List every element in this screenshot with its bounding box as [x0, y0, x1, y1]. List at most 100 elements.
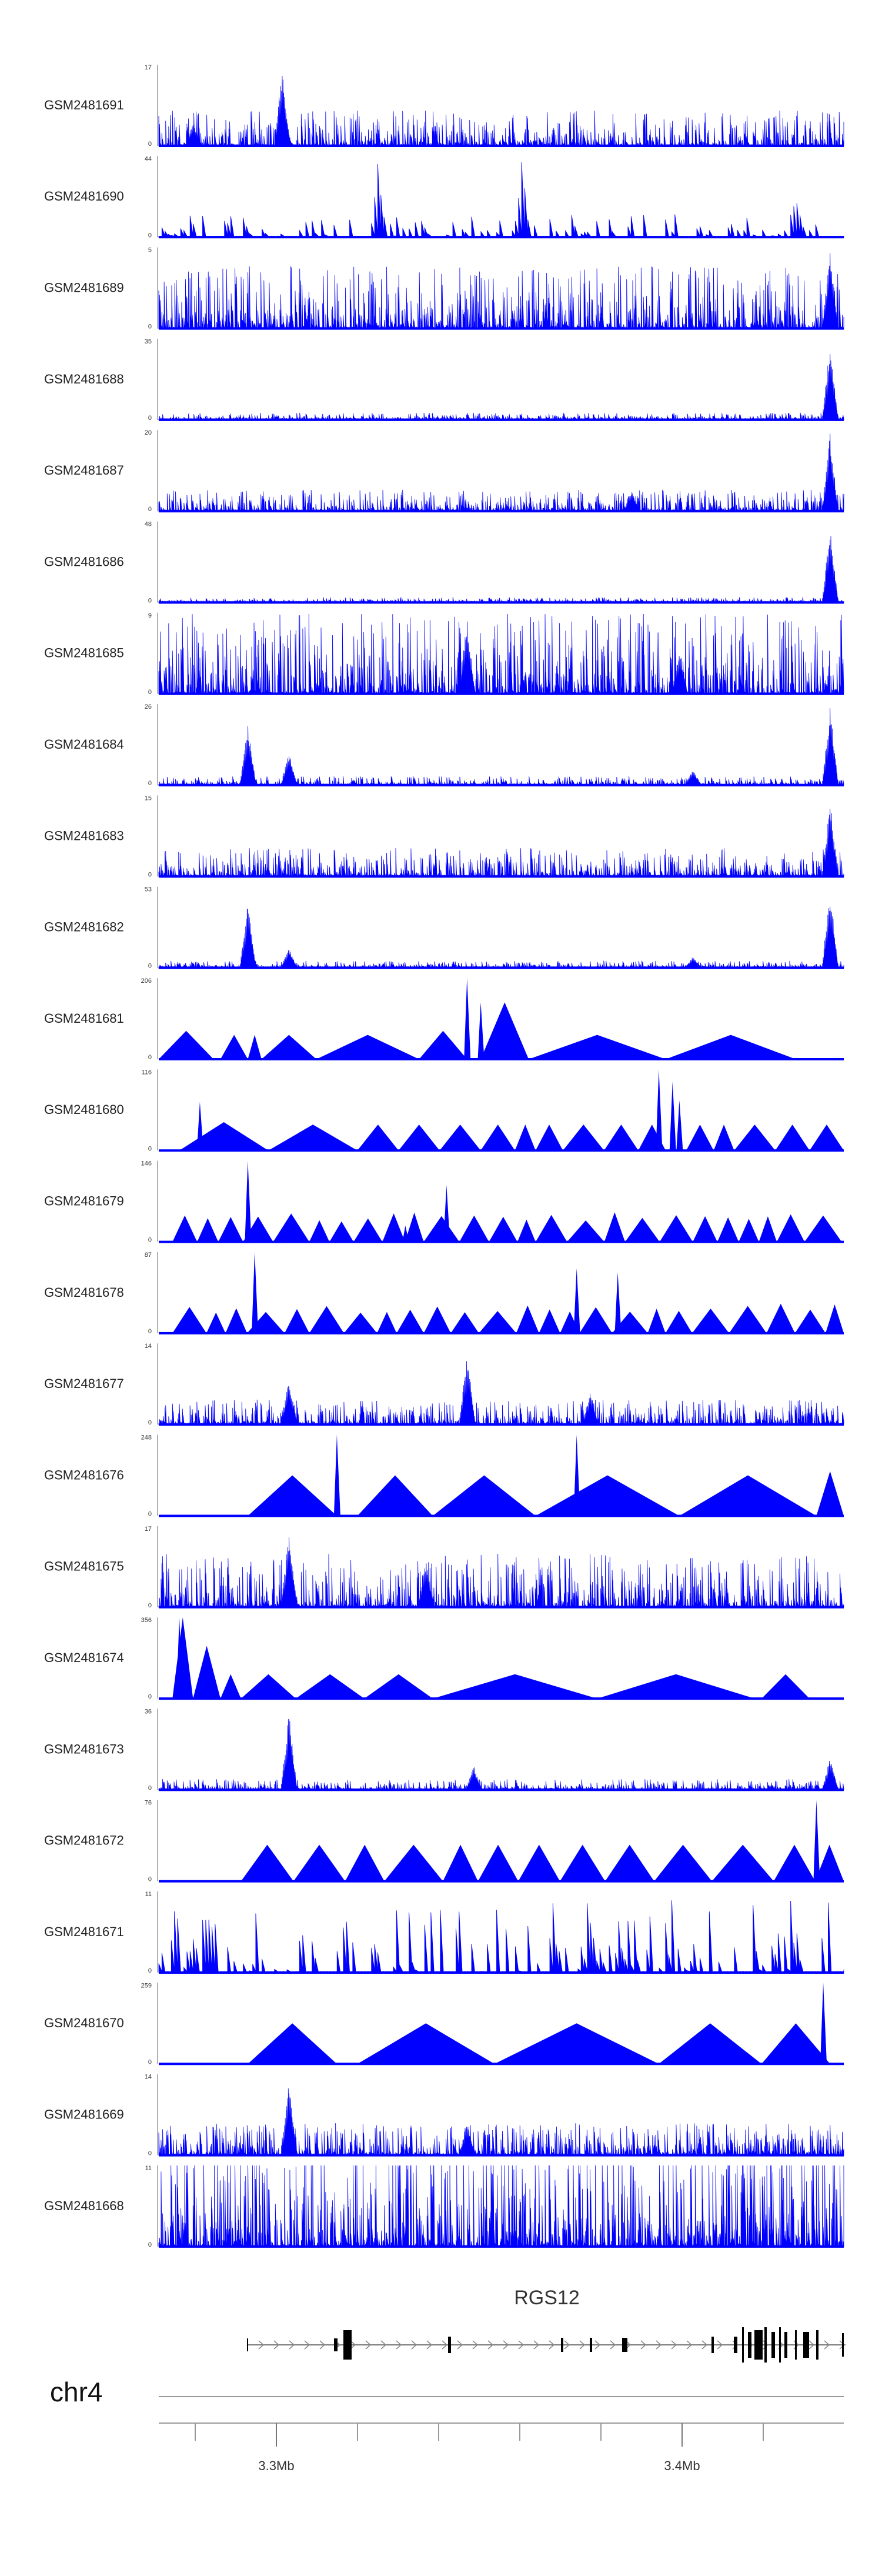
track-segment — [713, 1125, 734, 1151]
track-segment — [761, 1674, 810, 1699]
track-signal — [158, 708, 844, 786]
track-max-label: 11 — [145, 1891, 152, 1898]
track-GSM2481668: GSM2481668 11 0 — [44, 2165, 844, 2248]
track-peak — [333, 1434, 340, 1516]
gene-exon — [784, 2332, 787, 2358]
strand-arrow-icon — [380, 2340, 387, 2350]
track-segment — [604, 1125, 639, 1151]
track-segment — [659, 1215, 693, 1242]
gene-exon — [842, 2333, 844, 2357]
track-min-label: 0 — [148, 141, 152, 148]
track-min-label: 0 — [148, 232, 152, 239]
track-segment — [516, 1305, 539, 1333]
track-segment — [218, 1217, 243, 1242]
track-max-label: 248 — [141, 1434, 152, 1442]
track-segment — [480, 1125, 515, 1151]
track-label: GSM2481670 — [44, 2016, 124, 2030]
strand-arrow-icon — [717, 2340, 723, 2350]
track-signal — [158, 1361, 844, 1426]
track-segment — [804, 1215, 842, 1242]
track-GSM2481677: GSM2481677 14 0 — [44, 1343, 844, 1426]
track-max-label: 36 — [145, 1708, 152, 1715]
track-segment — [535, 1214, 567, 1242]
track-GSM2481678: GSM2481678 87 0 — [44, 1252, 844, 1335]
track-label: GSM2481677 — [44, 1376, 124, 1391]
track-segment — [775, 1125, 810, 1151]
track-segment — [433, 1475, 536, 1516]
track-label: GSM2481672 — [44, 1833, 124, 1848]
track-max-label: 87 — [145, 1252, 152, 1259]
strand-arrow-icon — [533, 2340, 540, 2350]
strand-arrow-icon — [671, 2340, 677, 2350]
strand-arrow-icon — [442, 2340, 448, 2350]
track-segment — [535, 1475, 680, 1516]
track-segment — [665, 1310, 693, 1333]
track-label: GSM2481691 — [44, 98, 124, 112]
gene-exon — [343, 2330, 352, 2360]
track-segment — [225, 1308, 248, 1333]
gene-exon — [247, 2338, 248, 2351]
track-segment — [248, 1475, 337, 1516]
track-signal — [158, 809, 844, 877]
track-segment — [766, 1303, 795, 1333]
gene-exon — [622, 2338, 627, 2352]
strand-arrow-icon — [640, 2340, 647, 2350]
track-signal — [158, 433, 844, 512]
track-label: GSM2481684 — [44, 737, 124, 752]
track-peak — [573, 1434, 580, 1516]
track-segment — [479, 1311, 516, 1333]
track-GSM2481687: GSM2481687 20 0 — [44, 429, 844, 513]
track-peak — [614, 1272, 622, 1333]
track-segment — [826, 1304, 844, 1333]
strand-arrow-icon — [411, 2340, 417, 2350]
track-segment — [597, 1674, 755, 1699]
strand-arrow-icon — [426, 2340, 433, 2350]
track-segment — [739, 1219, 759, 1242]
track-max-label: 9 — [148, 612, 152, 619]
track-GSM2481683: GSM2481683 15 0 — [44, 795, 844, 878]
track-label: GSM2481682 — [44, 920, 124, 935]
track-segment — [172, 1307, 207, 1333]
strand-arrow-icon — [579, 2340, 586, 2350]
track-signal — [158, 1719, 844, 1791]
track-segment — [268, 1125, 358, 1151]
gene-exon — [803, 2332, 809, 2358]
track-GSM2481690: GSM2481690 44 0 — [44, 155, 844, 239]
gene-exon — [334, 2338, 338, 2351]
track-GSM2481682: GSM2481682 53 0 — [44, 886, 844, 970]
track-max-label: 76 — [145, 1800, 152, 1807]
track-segment — [357, 1125, 399, 1151]
strand-arrow-icon — [472, 2340, 479, 2350]
track-GSM2481681: GSM2481681 206 0 — [44, 977, 844, 1061]
track-segment — [343, 1312, 377, 1333]
axis-tick-label: 3.4Mb — [664, 2458, 700, 2473]
gene-exon — [754, 2330, 763, 2360]
track-segment — [357, 2023, 495, 2064]
track-GSM2481671: GSM2481671 11 0 — [44, 1891, 844, 1974]
strand-arrow-icon — [350, 2340, 356, 2350]
gene-model: RGS12 — [247, 2287, 846, 2363]
track-segment — [480, 1002, 529, 1059]
track-max-label: 11 — [145, 2165, 152, 2172]
track-label: GSM2481675 — [44, 1559, 124, 1574]
track-segment — [423, 1306, 451, 1333]
track-peak — [813, 1800, 820, 1881]
track-label: GSM2481687 — [44, 463, 124, 478]
track-segment — [159, 1030, 214, 1059]
track-segment — [206, 1312, 226, 1333]
track-max-label: 44 — [145, 155, 152, 162]
track-segment — [518, 1844, 560, 1881]
track-segment — [815, 1844, 844, 1881]
track-peak — [820, 1983, 827, 2064]
gene-exon — [561, 2338, 563, 2352]
strand-arrow-icon — [518, 2340, 524, 2350]
gene-exon — [448, 2337, 451, 2353]
track-label: GSM2481668 — [44, 2198, 124, 2213]
track-peak — [245, 1160, 252, 1242]
track-segment — [647, 1309, 666, 1333]
track-segment — [273, 1213, 309, 1242]
track-peak — [196, 1102, 203, 1151]
track-max-label: 116 — [141, 1069, 152, 1076]
track-label: GSM2481686 — [44, 554, 124, 569]
